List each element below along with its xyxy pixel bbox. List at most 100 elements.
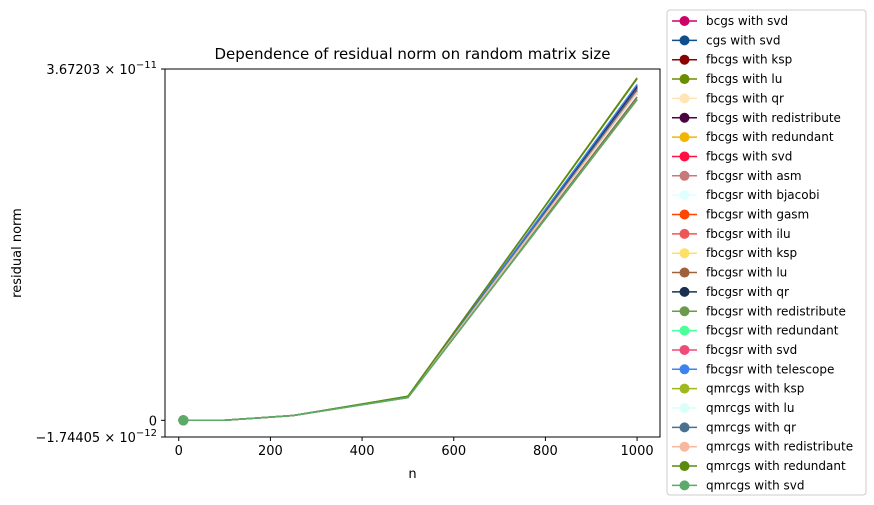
legend-label: fbcgsr with telescope: [706, 362, 834, 376]
legend-label: fbcgsr with redistribute: [706, 304, 846, 318]
plot-lines: [178, 77, 638, 426]
series-line: [183, 85, 638, 422]
legend-label: qmrcgs with svd: [706, 478, 805, 492]
legend-entry: fbcgs with qr: [672, 91, 784, 105]
legend-marker: [679, 344, 690, 355]
legend-marker: [679, 461, 690, 472]
legend-marker: [679, 267, 690, 278]
series-line: [183, 94, 638, 422]
series-point: [178, 415, 189, 426]
series-line: [183, 77, 638, 422]
series-line: [183, 91, 638, 422]
series-line: [183, 90, 638, 422]
chart-title: Dependence of residual norm on random ma…: [214, 45, 610, 63]
legend-marker: [679, 422, 690, 433]
legend-label: fbcgs with qr: [706, 91, 784, 105]
legend-marker: [679, 306, 690, 317]
legend-marker: [679, 170, 690, 181]
legend-label: bcgs with svd: [706, 14, 788, 28]
y-axis-label: residual norm: [10, 208, 25, 298]
legend-entry: fbcgsr with redistribute: [672, 304, 846, 318]
x-tick-label: 600: [441, 444, 466, 459]
series-line: [183, 89, 638, 422]
series-line: [183, 87, 638, 422]
legend-label: fbcgsr with ksp: [706, 246, 797, 260]
x-tick-label: 1000: [621, 444, 654, 459]
legend-entry: qmrcgs with redundant: [672, 459, 846, 473]
legend-marker: [679, 286, 690, 297]
series-line: [183, 92, 638, 422]
legend-entry: fbcgs with svd: [672, 149, 792, 163]
legend-marker: [679, 54, 690, 65]
legend-marker: [679, 93, 690, 104]
legend-entry: fbcgs with redistribute: [672, 111, 841, 125]
series-line: [183, 88, 638, 422]
legend-label: qmrcgs with lu: [706, 401, 794, 415]
legend-entry: fbcgsr with ilu: [672, 227, 791, 241]
legend-entry: cgs with svd: [672, 33, 781, 47]
legend-marker: [679, 441, 690, 452]
legend-marker: [679, 35, 690, 46]
y-tick-label: 0: [149, 414, 157, 429]
legend-marker: [679, 132, 690, 143]
x-axis-label: n: [408, 467, 416, 482]
series-line: [183, 89, 638, 422]
legend: bcgs with svd cgs with svd fbcgs with ksp f…: [666, 9, 867, 496]
legend-marker: [679, 228, 690, 239]
legend-entry: fbcgs with lu: [672, 72, 782, 86]
legend-label: fbcgs with lu: [706, 72, 782, 86]
legend-marker: [679, 209, 690, 220]
y-tick-label: 3.67203 × 10−11: [46, 60, 157, 78]
legend-entry: qmrcgs with lu: [672, 401, 794, 415]
x-axis-ticks: 0 200 400 600 800 1000: [175, 437, 654, 459]
legend-marker: [679, 151, 690, 162]
legend-label: qmrcgs with redundant: [706, 459, 846, 473]
legend-marker: [679, 403, 690, 413]
x-tick-label: 0: [175, 444, 183, 459]
legend-entry: fbcgsr with bjacobi: [672, 188, 820, 202]
plot-frame: [164, 68, 661, 438]
legend-marker: [679, 325, 690, 336]
legend-entry: qmrcgs with qr: [672, 420, 796, 434]
legend-marker: [679, 248, 690, 259]
legend-entry: fbcgsr with asm: [672, 169, 802, 183]
legend-entry: bcgs with svd: [672, 14, 788, 28]
x-tick-label: 200: [258, 444, 283, 459]
legend-label: fbcgsr with ilu: [706, 227, 791, 241]
legend-entry: qmrcgs with svd: [672, 478, 805, 492]
legend-marker: [679, 74, 690, 85]
series-line: [183, 78, 638, 422]
x-tick-label: 400: [350, 444, 375, 459]
legend-entry: fbcgsr with redundant: [672, 324, 839, 338]
legend-label: fbcgsr with lu: [706, 266, 787, 280]
series-line: [183, 88, 638, 422]
legend-entry: fbcgsr with lu: [672, 266, 787, 280]
legend-label: cgs with svd: [706, 33, 781, 47]
series-line: [183, 84, 638, 422]
legend-entry: qmrcgs with redistribute: [672, 440, 853, 454]
series-line: [183, 98, 638, 422]
legend-entry: fbcgs with ksp: [672, 53, 792, 67]
legend-marker: [679, 190, 690, 201]
legend-label: fbcgs with svd: [706, 149, 792, 163]
y-axis-ticks: 3.67203 × 10−11 0−1.74405 × 10−12: [36, 60, 165, 446]
legend-box: [666, 9, 867, 496]
legend-label: fbcgsr with bjacobi: [706, 188, 820, 202]
series-line: [183, 91, 638, 422]
legend-label: fbcgs with ksp: [706, 53, 792, 67]
legend-entry: fbcgsr with qr: [672, 285, 789, 299]
legend-label: fbcgsr with qr: [706, 285, 789, 299]
x-tick-label: 800: [533, 444, 558, 459]
legend-entry: fbcgs with redundant: [672, 130, 834, 144]
legend-marker: [679, 16, 690, 26]
series-line: [183, 86, 638, 422]
legend-label: fbcgsr with redundant: [706, 324, 839, 338]
legend-marker: [679, 480, 690, 491]
series-line: [183, 85, 638, 422]
series-line: [183, 99, 638, 422]
legend-label: qmrcgs with redistribute: [706, 440, 853, 454]
legend-entry: fbcgsr with gasm: [672, 208, 809, 222]
legend-marker: [679, 112, 690, 123]
legend-label: fbcgsr with gasm: [706, 208, 809, 222]
